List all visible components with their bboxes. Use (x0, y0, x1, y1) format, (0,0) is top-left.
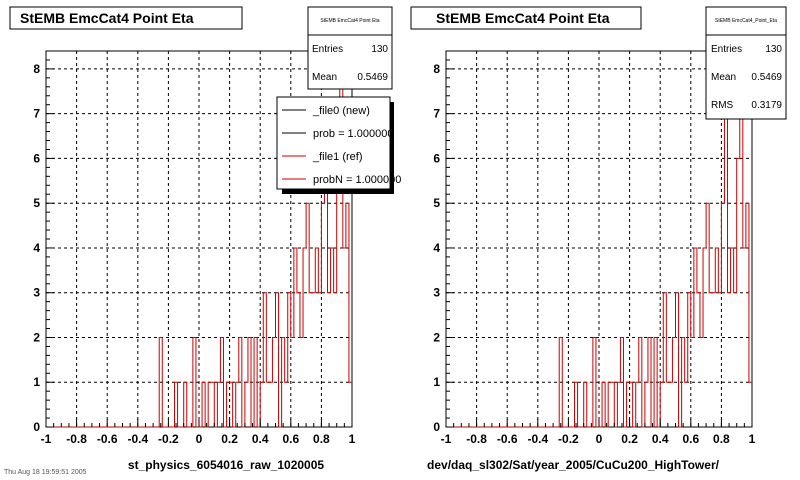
left-x-tick-label: -1 (41, 432, 52, 446)
right-x-tick-label: -0.4 (527, 432, 548, 446)
left-y-tick-label: 6 (33, 151, 40, 165)
right-y-tick-label: 1 (433, 375, 440, 389)
left-y-tick-label: 4 (33, 241, 40, 255)
right-stats-mean-value: 0.5469 (751, 72, 782, 83)
legend-label: prob = 1.000000 (313, 128, 393, 140)
legend-label: probN = 1.000000 (313, 174, 401, 186)
left-stats-header: StEMB EmcCat4 Point Eta (320, 18, 379, 24)
left-y-tick-label: 0 (33, 420, 40, 434)
right-x-axis-title: dev/daq_sl302/Sat/year_2005/CuCu200_High… (427, 458, 720, 472)
left-x-tick-label: 0.6 (282, 432, 299, 446)
left-x-tick-label: 1 (349, 432, 356, 446)
right-x-tick-label: 0.8 (713, 432, 730, 446)
right-title-box (410, 6, 642, 30)
right-histogram-series (446, 68, 752, 428)
right-y-tick-label: 6 (433, 151, 440, 165)
left-y-tick-label: 2 (33, 330, 40, 344)
right-y-tick-label: 7 (433, 107, 440, 121)
left-x-tick-label: -0.4 (127, 432, 148, 446)
right-y-tick-label: 3 (433, 286, 440, 300)
left-histogram-series (46, 68, 352, 428)
right-x-tick-label: 1 (749, 432, 756, 446)
left-stats-entries-label: Entries (312, 44, 343, 55)
right-stats-mean-label: Mean (711, 72, 736, 83)
right-y-tick-label: 8 (433, 62, 440, 76)
left-title: StEMB EmcCat4 Point Eta (20, 10, 194, 26)
right-stats-entries-value: 130 (765, 44, 782, 55)
left-histogram-line (46, 68, 352, 428)
right-histogram-line (446, 68, 752, 428)
right-x-axis: -1 -0.8 -0.6 -0.4 -0.2 0 0.2 0.4 0.6 0.8 1 (441, 419, 756, 446)
left-x-tick-label: 0.4 (252, 432, 269, 446)
right-stats-header: StEMB EmcCat4_Point_Eta (715, 18, 777, 24)
left-stats-mean-label: Mean (312, 72, 337, 83)
right-x-tick-label: -1 (441, 432, 452, 446)
right-x-tick-label: -0.8 (466, 432, 487, 446)
right-x-tick-label: 0.2 (621, 432, 638, 446)
left-legend-entries: _file0 (new) prob = 1.000000 _file1 (ref) p… (282, 105, 401, 186)
left-y-tick-label: 5 (33, 196, 40, 210)
right-y-tick-label: 2 (433, 330, 440, 344)
left-x-tick-label: -0.6 (97, 432, 118, 446)
left-x-tick-label: -0.2 (158, 432, 179, 446)
left-histogram-panel: StEMB EmcCat4 Point Eta -1 -0.8 -0.6 -0.4 -0… (9, 6, 401, 472)
right-stats-entries-label: Entries (711, 44, 742, 55)
left-x-axis: -1 -0.8 -0.6 -0.4 -0.2 0 0.2 0.4 0.6 0.8 1 (41, 419, 356, 446)
right-y-axis: 0 1 2 3 4 5 6 7 8 (433, 59, 454, 434)
legend-label: _file1 (ref) (312, 151, 363, 163)
left-legend-box (276, 96, 391, 190)
left-y-tick-label: 3 (33, 286, 40, 300)
left-grid (46, 51, 352, 427)
right-title: StEMB EmcCat4 Point Eta (436, 10, 610, 26)
right-x-tick-label: 0.6 (682, 432, 699, 446)
left-title-box (9, 6, 243, 30)
left-y-axis: 0 1 2 3 4 5 6 7 8 (33, 59, 54, 434)
right-x-tick-label: -0.6 (497, 432, 518, 446)
left-stats-box (307, 6, 393, 90)
right-stats-box (705, 6, 787, 120)
right-histogram-panel: StEMB EmcCat4 Point Eta -1 -0.8 -0.6 -0.4 -0… (410, 6, 787, 472)
right-x-tick-label: 0 (596, 432, 603, 446)
right-y-tick-label: 5 (433, 196, 440, 210)
left-x-tick-label: -0.8 (66, 432, 87, 446)
right-stats-rms-value: 0.3179 (751, 100, 782, 111)
footer-timestamp: Thu Aug 18 19:59:51 2005 (4, 469, 87, 476)
right-y-tick-label: 0 (433, 420, 440, 434)
right-stats-rms-label: RMS (711, 100, 734, 111)
left-x-axis-title: st_physics_6054016_raw_1020005 (128, 458, 324, 472)
left-stats-mean-value: 0.5469 (357, 72, 388, 83)
left-x-tick-label: 0.8 (313, 432, 330, 446)
left-y-tick-label: 8 (33, 62, 40, 76)
right-x-tick-label: -0.2 (558, 432, 579, 446)
legend-label: _file0 (new) (312, 105, 370, 117)
left-x-tick-label: 0.2 (221, 432, 238, 446)
left-y-tick-label: 7 (33, 107, 40, 121)
left-x-tick-label: 0 (196, 432, 203, 446)
left-y-tick-label: 1 (33, 375, 40, 389)
right-x-tick-label: 0.4 (652, 432, 669, 446)
left-stats-entries-value: 130 (371, 44, 388, 55)
right-y-tick-label: 4 (433, 241, 440, 255)
